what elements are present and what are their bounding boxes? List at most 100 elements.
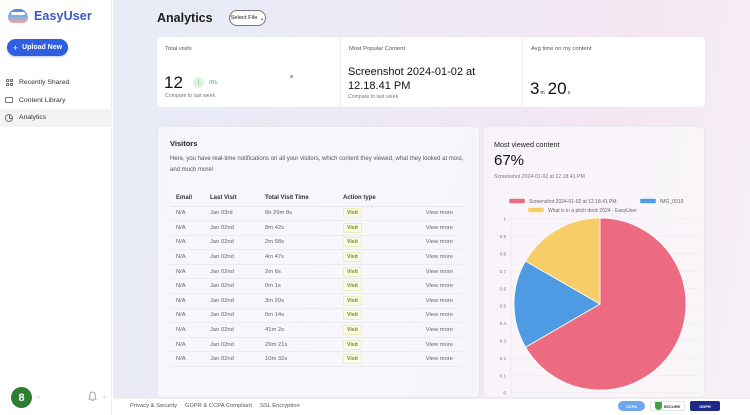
avg-seconds: 20 [547, 79, 567, 98]
pie-chart: Screenshot 2024-01-02 at 12.18.41 PM IMG_… [500, 198, 699, 396]
action-badge: Visit [343, 237, 362, 248]
cell-action-type: Visit [343, 278, 403, 295]
view-more-link[interactable]: View more [403, 220, 463, 236]
legend-swatch [508, 198, 526, 204]
sidebar: EasyUser + Upload New Recently Shared Co… [0, 0, 112, 415]
total-visits-value: 12 [164, 73, 183, 92]
sidebar-item-analytics[interactable]: Analytics [0, 109, 112, 127]
main-content: Analytics Select File ⌄ Total visits 12 … [113, 0, 750, 398]
table-row: N/A Jan 02nd 0m 1s Visit View more [170, 278, 463, 295]
avg-time-value: 3m 20s [530, 79, 573, 99]
avatar[interactable]: 8 [11, 387, 32, 408]
plus-icon: + [12, 42, 19, 53]
view-more-link[interactable]: View more [403, 235, 463, 251]
cell-last-visit: Jan 02nd [210, 322, 265, 338]
cell-last-visit: Jan 02nd [210, 220, 265, 236]
logo-icon [8, 9, 28, 23]
secure-badge-label: SECURE [663, 403, 681, 409]
grid-icon [5, 79, 13, 87]
minutes-unit: m [540, 90, 545, 96]
cell-action-type: Visit [343, 249, 403, 265]
folder-icon [5, 96, 13, 104]
view-more-link[interactable]: View more [403, 264, 463, 280]
table-row: N/A Jan 03rd 6h 29m 8s Visit View more [170, 206, 463, 222]
y-tick-label: 1 [503, 217, 506, 222]
avg-minutes: 3 [530, 79, 540, 98]
upload-new-button[interactable]: + Upload New [7, 39, 68, 56]
action-badge: Visit [343, 310, 362, 321]
stat-label: Avg time on my content [531, 46, 592, 52]
cell-email: N/A [170, 206, 210, 222]
sidebar-item-recently-shared[interactable]: Recently Shared [0, 74, 112, 92]
view-more-link[interactable]: View more [403, 206, 463, 222]
footer-links: Privacy & Security GDPR & CCPA Compliant… [130, 403, 300, 409]
view-more-link[interactable]: View more [403, 351, 463, 368]
most-viewed-title: Most viewed content [494, 140, 560, 149]
chevron-down-icon: ⌄ [259, 15, 265, 22]
sparkline-dot [290, 75, 293, 78]
cell-action-type: Visit [343, 220, 403, 236]
action-badge: Visit [343, 222, 362, 233]
y-tick-label: 0 [503, 391, 506, 396]
cell-total-time: 2m 58s [265, 235, 343, 251]
select-file-dropdown[interactable]: Select File ⌄ [229, 10, 266, 26]
pie-slice [513, 260, 601, 348]
page-title: Analytics [157, 11, 213, 25]
cell-action-type: Visit [343, 206, 403, 222]
select-file-label: Select File [230, 15, 258, 21]
footer-link-ssl[interactable]: SSL Encryption [259, 403, 300, 409]
view-more-link[interactable]: View more [403, 249, 463, 265]
action-badge: Visit [343, 325, 362, 336]
view-more-link[interactable]: View more [403, 278, 463, 295]
sidebar-item-content-library[interactable]: Content Library [0, 92, 112, 110]
y-tick-label: 0.3 [500, 339, 507, 344]
view-more-link[interactable]: View more [403, 337, 463, 353]
y-tick-label: 0.8 [500, 252, 507, 257]
trend-indicator: ↑ 0% [193, 77, 217, 88]
table-row: N/A Jan 02nd 2m 6s Visit View more [170, 264, 463, 280]
logo[interactable]: EasyUser [8, 9, 92, 23]
action-badge: Visit [343, 295, 362, 306]
table-row: N/A Jan 02nd 2m 58s Visit View more [170, 235, 463, 251]
cell-last-visit: Jan 02nd [210, 308, 265, 324]
chevron-down-icon[interactable]: ⌄ [102, 394, 108, 400]
bell-icon[interactable] [88, 391, 97, 402]
column-header-action-type: Action type [343, 190, 403, 207]
cell-action-type: Visit [343, 351, 403, 368]
cell-total-time: 4m 47s [265, 249, 343, 265]
chart-icon [5, 113, 13, 122]
pie-slice [525, 217, 687, 391]
view-more-link[interactable]: View more [403, 293, 463, 309]
view-more-link[interactable]: View more [403, 322, 463, 338]
footer-link-privacy[interactable]: Privacy & Security [130, 403, 178, 409]
cell-last-visit: Jan 02nd [210, 249, 265, 265]
legend-swatch [639, 198, 657, 204]
visitors-title: Visitors [170, 139, 198, 148]
action-badge: Visit [343, 354, 362, 365]
cell-last-visit: Jan 03rd [210, 206, 265, 222]
cell-action-type: Visit [343, 308, 403, 324]
sidebar-item-label: Content Library [19, 96, 66, 104]
sidebar-item-label: Analytics [19, 114, 47, 122]
pie-slice [524, 217, 601, 305]
gdpr-badge: GDPR [690, 401, 720, 411]
column-header-total-visit-time: Total Visit Time [265, 190, 343, 207]
action-badge: Visit [343, 339, 362, 350]
y-tick-label: 0.9 [500, 234, 507, 239]
sidebar-nav: Recently Shared Content Library Analytic… [0, 74, 112, 127]
cell-total-time: 3m 20s [265, 293, 343, 309]
stat-most-popular: Most Popular Content Screenshot 2024-01-… [340, 37, 522, 107]
chevron-down-icon[interactable]: ⌄ [36, 394, 42, 400]
most-popular-value: Screenshot 2024-01-02 at 12.18.41 PM [348, 66, 476, 92]
stat-label: Most Popular Content [349, 46, 406, 52]
visitors-table: Email Last Visit Total Visit Time Action… [170, 190, 463, 368]
view-more-link[interactable]: View more [403, 308, 463, 324]
arrow-up-icon: ↑ [193, 77, 204, 88]
footer-link-gdpr[interactable]: GDPR & CCPA Compliant [185, 403, 252, 409]
cell-action-type: Visit [343, 235, 403, 251]
y-tick-label: 0.1 [500, 373, 507, 378]
app-name: EasyUser [34, 9, 92, 23]
cell-total-time: 8m 42s [265, 220, 343, 236]
y-tick-label: 0.2 [500, 356, 507, 361]
action-badge: Visit [343, 281, 362, 292]
